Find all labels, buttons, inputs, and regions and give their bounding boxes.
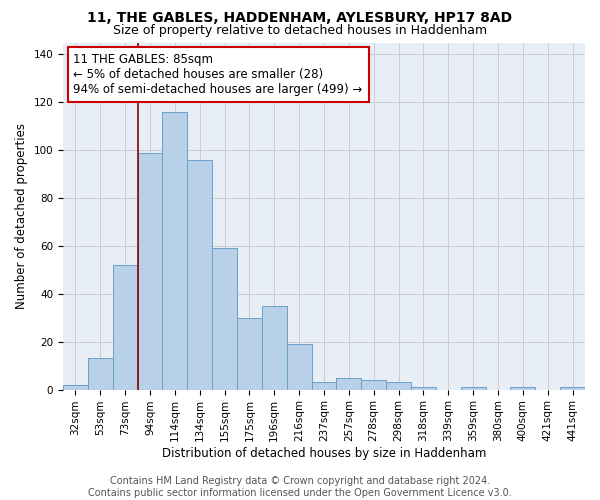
Bar <box>262 306 287 390</box>
Bar <box>187 160 212 390</box>
Bar <box>113 265 137 390</box>
Bar <box>511 387 535 390</box>
Text: Size of property relative to detached houses in Haddenham: Size of property relative to detached ho… <box>113 24 487 37</box>
Bar <box>163 112 187 390</box>
Bar <box>63 385 88 390</box>
Bar <box>287 344 311 390</box>
Bar <box>461 387 485 390</box>
Y-axis label: Number of detached properties: Number of detached properties <box>15 123 28 309</box>
Text: 11 THE GABLES: 85sqm
← 5% of detached houses are smaller (28)
94% of semi-detach: 11 THE GABLES: 85sqm ← 5% of detached ho… <box>73 53 363 96</box>
Bar <box>361 380 386 390</box>
Bar <box>386 382 411 390</box>
Bar <box>311 382 337 390</box>
Bar <box>237 318 262 390</box>
Bar <box>560 387 585 390</box>
Bar <box>88 358 113 390</box>
X-axis label: Distribution of detached houses by size in Haddenham: Distribution of detached houses by size … <box>162 447 486 460</box>
Bar <box>137 152 163 390</box>
Bar <box>337 378 361 390</box>
Text: Contains HM Land Registry data © Crown copyright and database right 2024.
Contai: Contains HM Land Registry data © Crown c… <box>88 476 512 498</box>
Bar <box>411 387 436 390</box>
Text: 11, THE GABLES, HADDENHAM, AYLESBURY, HP17 8AD: 11, THE GABLES, HADDENHAM, AYLESBURY, HP… <box>88 11 512 25</box>
Bar <box>212 248 237 390</box>
